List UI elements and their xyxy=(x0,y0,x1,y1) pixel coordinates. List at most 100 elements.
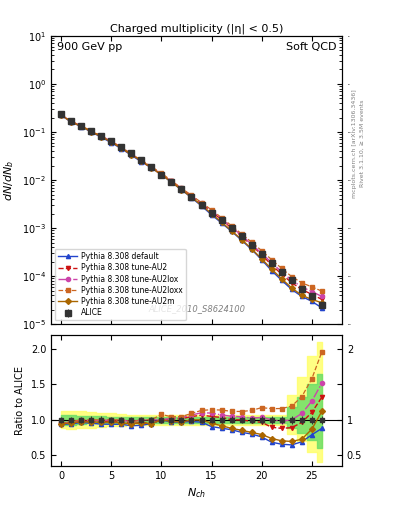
Pythia 8.308 tune-AU2m xyxy=(320,300,324,306)
Pythia 8.308 tune-AU2m xyxy=(149,165,154,171)
Pythia 8.308 tune-AU2lox xyxy=(59,112,64,118)
Pythia 8.308 tune-AU2lox xyxy=(209,208,214,214)
Pythia 8.308 tune-AU2lox xyxy=(119,144,124,151)
Pythia 8.308 tune-AU2lox xyxy=(229,224,234,230)
Pythia 8.308 tune-AU2lox xyxy=(129,151,134,157)
Pythia 8.308 default xyxy=(149,165,154,171)
Pythia 8.308 tune-AU2lox xyxy=(320,293,324,300)
Pythia 8.308 default xyxy=(129,152,134,158)
Pythia 8.308 tune-AU2loxx xyxy=(99,133,104,139)
Pythia 8.308 tune-AU2m xyxy=(109,139,114,145)
Pythia 8.308 default xyxy=(320,305,324,311)
Pythia 8.308 default xyxy=(139,159,144,165)
Pythia 8.308 tune-AU2loxx xyxy=(269,257,274,263)
Pythia 8.308 tune-AU2 xyxy=(239,233,244,239)
Pythia 8.308 tune-AU2 xyxy=(229,225,234,231)
Pythia 8.308 tune-AU2 xyxy=(299,286,304,292)
Line: Pythia 8.308 tune-AU2m: Pythia 8.308 tune-AU2m xyxy=(59,113,324,305)
Text: mcplots.cern.ch [arXiv:1306.3436]: mcplots.cern.ch [arXiv:1306.3436] xyxy=(352,89,357,198)
Pythia 8.308 tune-AU2lox xyxy=(79,123,84,129)
Pythia 8.308 tune-AU2loxx xyxy=(239,231,244,237)
Pythia 8.308 tune-AU2 xyxy=(209,208,214,215)
X-axis label: $N_{ch}$: $N_{ch}$ xyxy=(187,486,206,500)
Line: Pythia 8.308 tune-AU2lox: Pythia 8.308 tune-AU2lox xyxy=(59,113,324,298)
Pythia 8.308 tune-AU2loxx xyxy=(229,223,234,229)
Pythia 8.308 default xyxy=(289,286,294,292)
Pythia 8.308 tune-AU2lox xyxy=(249,241,254,247)
Pythia 8.308 default xyxy=(219,220,224,226)
Pythia 8.308 tune-AU2lox xyxy=(219,216,224,222)
Pythia 8.308 tune-AU2 xyxy=(159,172,164,178)
Pythia 8.308 tune-AU2m xyxy=(299,292,304,298)
Pythia 8.308 tune-AU2 xyxy=(320,296,324,303)
Pythia 8.308 default xyxy=(119,145,124,152)
Pythia 8.308 tune-AU2 xyxy=(99,133,104,139)
Pythia 8.308 tune-AU2 xyxy=(119,145,124,151)
Pythia 8.308 tune-AU2loxx xyxy=(279,265,284,271)
Pythia 8.308 tune-AU2 xyxy=(109,139,114,145)
Pythia 8.308 tune-AU2loxx xyxy=(199,200,204,206)
Pythia 8.308 tune-AU2 xyxy=(69,118,73,124)
Pythia 8.308 tune-AU2 xyxy=(219,217,224,223)
Pythia 8.308 tune-AU2loxx xyxy=(119,144,124,151)
Line: Pythia 8.308 tune-AU2loxx: Pythia 8.308 tune-AU2loxx xyxy=(59,113,324,293)
Pythia 8.308 tune-AU2lox xyxy=(89,128,94,134)
Text: 900 GeV pp: 900 GeV pp xyxy=(57,41,122,52)
Pythia 8.308 tune-AU2m xyxy=(99,134,104,140)
Pythia 8.308 tune-AU2lox xyxy=(169,178,174,184)
Pythia 8.308 tune-AU2loxx xyxy=(179,185,184,191)
Pythia 8.308 default xyxy=(199,203,204,209)
Pythia 8.308 tune-AU2lox xyxy=(159,172,164,178)
Pythia 8.308 tune-AU2loxx xyxy=(289,273,294,280)
Text: ALICE_2010_S8624100: ALICE_2010_S8624100 xyxy=(148,304,245,313)
Pythia 8.308 tune-AU2lox xyxy=(189,193,194,199)
Pythia 8.308 tune-AU2m xyxy=(209,210,214,217)
Pythia 8.308 tune-AU2lox xyxy=(239,232,244,239)
Pythia 8.308 tune-AU2lox xyxy=(299,284,304,290)
Pythia 8.308 tune-AU2 xyxy=(189,193,194,199)
Pythia 8.308 tune-AU2m xyxy=(69,119,73,125)
Pythia 8.308 tune-AU2lox xyxy=(139,157,144,163)
Pythia 8.308 tune-AU2lox xyxy=(99,133,104,139)
Pythia 8.308 tune-AU2 xyxy=(259,252,264,258)
Text: Soft QCD: Soft QCD xyxy=(286,41,336,52)
Pythia 8.308 default xyxy=(239,237,244,243)
Pythia 8.308 tune-AU2 xyxy=(79,123,84,129)
Pythia 8.308 tune-AU2lox xyxy=(149,164,154,170)
Pythia 8.308 default xyxy=(299,293,304,300)
Pythia 8.308 tune-AU2 xyxy=(139,158,144,164)
Pythia 8.308 tune-AU2m xyxy=(269,266,274,272)
Pythia 8.308 tune-AU2m xyxy=(239,237,244,243)
Pythia 8.308 tune-AU2m xyxy=(59,112,64,118)
Line: Pythia 8.308 tune-AU2: Pythia 8.308 tune-AU2 xyxy=(59,113,324,302)
Pythia 8.308 tune-AU2 xyxy=(89,129,94,135)
Pythia 8.308 tune-AU2lox xyxy=(259,250,264,257)
Pythia 8.308 tune-AU2loxx xyxy=(59,112,64,118)
Pythia 8.308 tune-AU2loxx xyxy=(299,280,304,286)
Pythia 8.308 tune-AU2loxx xyxy=(109,138,114,144)
Pythia 8.308 default xyxy=(269,268,274,274)
Pythia 8.308 tune-AU2loxx xyxy=(149,164,154,170)
Pythia 8.308 tune-AU2m xyxy=(129,152,134,158)
Pythia 8.308 tune-AU2m xyxy=(139,158,144,164)
Pythia 8.308 tune-AU2loxx xyxy=(69,118,73,124)
Pythia 8.308 tune-AU2 xyxy=(249,242,254,248)
Pythia 8.308 default xyxy=(59,112,64,118)
Pythia 8.308 tune-AU2m xyxy=(229,228,234,234)
Pythia 8.308 tune-AU2m xyxy=(259,256,264,262)
Pythia 8.308 default xyxy=(99,134,104,140)
Pythia 8.308 tune-AU2 xyxy=(309,291,314,297)
Pythia 8.308 tune-AU2m xyxy=(289,285,294,291)
Pythia 8.308 tune-AU2m xyxy=(249,246,254,252)
Line: Pythia 8.308 default: Pythia 8.308 default xyxy=(59,113,324,310)
Pythia 8.308 default xyxy=(279,278,284,284)
Y-axis label: $dN/dN_b$: $dN/dN_b$ xyxy=(3,160,17,201)
Pythia 8.308 tune-AU2 xyxy=(149,165,154,171)
Pythia 8.308 tune-AU2loxx xyxy=(159,170,164,176)
Pythia 8.308 tune-AU2m xyxy=(119,145,124,151)
Pythia 8.308 tune-AU2m xyxy=(189,194,194,200)
Pythia 8.308 tune-AU2lox xyxy=(69,118,73,124)
Pythia 8.308 tune-AU2lox xyxy=(199,200,204,206)
Pythia 8.308 tune-AU2 xyxy=(289,280,294,286)
Pythia 8.308 tune-AU2m xyxy=(199,202,204,208)
